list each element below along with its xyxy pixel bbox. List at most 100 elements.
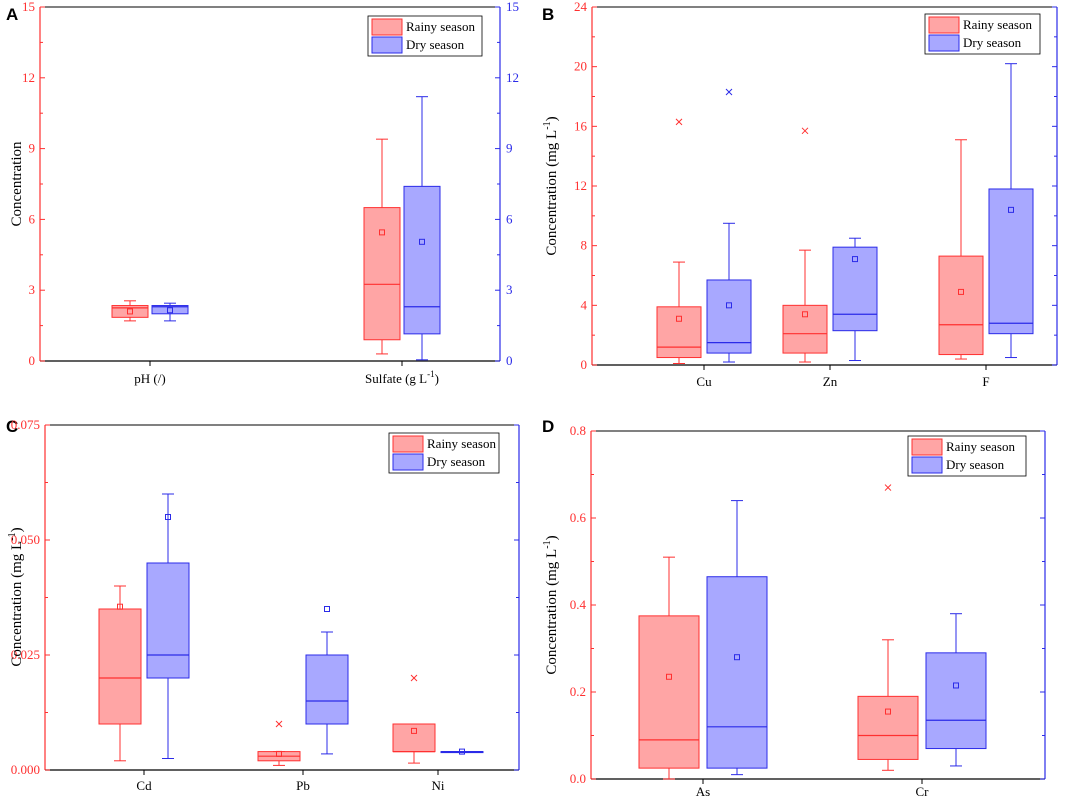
box-mean-marker [666,673,672,680]
panel-label: D [542,417,554,436]
y-axis-label-text: Concentration [9,141,25,226]
x-category-text: Cd [136,778,152,793]
box-mean-marker [167,307,173,314]
x-category-label: F [982,374,989,389]
box-mean-marker [411,727,417,734]
legend-label-dry: Dry season [406,37,465,52]
panel-A: A 0 3 6 9 12 15 0 3 6 9 12 15 Concentration pH (/) Sulf… [6,0,519,386]
left-y-tick-label: 0.000 [11,762,40,777]
y-axis-label-sup: -1 [542,121,553,129]
panel-label: B [542,5,554,24]
box-mean-marker [127,308,133,315]
legend-swatch-dry [911,456,943,474]
left-y-tick-label: 0.050 [11,532,40,547]
outlier-x-b [675,118,683,126]
panel-D: D 0.0 0.2 0.4 0.6 0.8 Concentration (mg L-1) As… [542,417,1046,799]
right-y-tick-label: 3 [506,282,513,297]
left-y-tick-label: 24 [574,0,588,14]
legend-swatch-dry [928,34,960,52]
left-y-tick-label: 12 [22,70,35,85]
left-y-tick-label: 0.8 [570,423,586,438]
box-rainy-1 [857,484,919,771]
left-y-tick-label: 0.025 [11,647,40,662]
x-category-text: pH (/) [134,371,165,386]
left-y-tick-label: 12 [574,178,587,193]
y-axis-label: Concentration (mg L-1) [7,527,25,666]
right-y-tick-label: 0 [506,353,513,368]
right-y-tick-label: 12 [506,70,519,85]
box-iqr [988,188,1034,335]
x-category-text: F [982,374,989,389]
legend: Rainy season Dry season [907,435,1027,477]
x-category-text: Cu [696,374,712,389]
x-category-label: Cu [696,374,712,389]
box-dry-0 [146,493,190,759]
box-mean-marker [379,229,385,236]
box-iqr [98,608,142,725]
box-dry-1 [925,613,987,767]
box-iqr [638,615,700,769]
legend: Rainy season Dry season [388,432,500,474]
box-dry-1 [832,237,878,362]
box-mean-marker [958,288,964,295]
left-y-tick-label: 15 [22,0,35,14]
y-axis-label-tail: ) [9,527,25,532]
right-y-tick-label: 6 [506,211,513,226]
box-dry-2 [988,63,1034,359]
x-category-text: As [696,784,710,799]
box-mean-marker [324,606,330,612]
outlier-x-b [884,484,892,491]
x-category-label: Sulfate (g L-1) [365,369,439,386]
box-rainy-2 [938,139,984,360]
box-dry-1 [403,96,441,361]
box-rainy-1 [363,138,401,355]
outlier-x-b [725,88,733,96]
box-mean-marker [419,238,425,245]
legend-label-rainy: Rainy season [946,439,1015,454]
left-y-tick-label: 0.0 [570,771,586,786]
left-y-tick-label: 20 [574,59,587,74]
box-iqr [857,695,919,760]
box-rainy-1 [782,127,828,363]
box-iqr [656,306,702,359]
box-rainy-0 [656,118,702,365]
left-y-tick-label: 16 [574,118,588,133]
x-category-sup: -1 [427,369,435,379]
right-y-tick-label: 15 [506,0,519,14]
left-y-tick-label: 9 [29,141,36,156]
left-y-tick-label: 0.6 [570,510,587,525]
left-y-tick-label: 0.4 [570,597,587,612]
right-y-tick-label: 9 [506,141,513,156]
box-iqr [151,305,189,315]
box-rainy-1 [257,720,301,766]
y-axis-label-sup: -1 [7,532,18,540]
outlier-x-b [410,674,418,682]
outlier-x-b [275,720,283,728]
outlier-marker [884,484,892,491]
left-y-tick-label: 0.075 [11,417,40,432]
legend-label-dry: Dry season [963,35,1022,50]
box-mean-marker [276,750,282,757]
legend-swatch-rainy [911,438,943,456]
box-mean-marker [885,708,891,715]
panel-C: C 0.000 0.025 0.050 0.075 Concentration (mg L… [6,417,520,793]
legend-label-dry: Dry season [427,454,486,469]
x-category-text: Pb [296,778,310,793]
box-iqr [146,562,190,679]
box-mean-marker [1008,206,1014,213]
box-rainy-0 [98,585,142,762]
y-axis-label: Concentration (mg L-1) [542,535,560,674]
left-y-tick-label: 0.2 [570,684,586,699]
x-category-label: Cd [136,778,152,793]
y-axis-label: Concentration [9,141,25,226]
legend: Rainy season Dry season [924,13,1041,55]
box-iqr [403,185,441,335]
y-axis-label-text: Concentration (mg L [544,549,560,675]
outlier-x-b [801,127,809,135]
x-category-tail: ) [435,371,439,386]
box-mean-marker [852,256,858,263]
x-category-text: Sulfate (g L [365,371,427,386]
box-dry-2 [440,748,484,755]
outlier-marker [410,674,418,682]
